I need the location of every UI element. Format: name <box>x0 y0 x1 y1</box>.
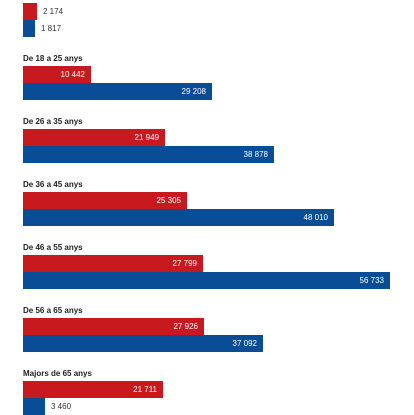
data-label: 1 817 <box>41 24 62 33</box>
bar-series-a: 21 949 <box>23 129 165 146</box>
bar-series-b: 1 817 <box>23 20 61 37</box>
data-label: 25 305 <box>156 196 181 205</box>
data-label: 48 010 <box>303 213 328 222</box>
group-label: De 56 a 65 anys <box>23 306 83 315</box>
bar-series-a: 10 442 <box>23 66 91 83</box>
data-label: 37 092 <box>232 339 257 348</box>
bar-series-b: 56 733 <box>23 272 390 289</box>
group-label: De 26 a 35 anys <box>23 117 83 126</box>
bar-series-a: 27 799 <box>23 255 203 272</box>
data-label: 56 733 <box>359 276 384 285</box>
bar-series-a: 27 926 <box>23 318 204 335</box>
data-label: 2 174 <box>43 7 64 16</box>
bar-series-a: 2 174 <box>23 3 63 20</box>
data-label: 21 949 <box>134 133 159 142</box>
bar-series-b: 3 460 <box>23 398 71 415</box>
bar-series-b: 29 208 <box>23 83 212 100</box>
data-label: 27 926 <box>173 322 198 331</box>
data-label: 29 208 <box>181 87 206 96</box>
data-label: 27 799 <box>172 259 197 268</box>
group-label: De 18 a 25 anys <box>23 54 83 63</box>
group-label: De 46 a 55 anys <box>23 243 83 252</box>
bar-series-a: 21 711 <box>23 381 163 398</box>
bar-series-b: 38 878 <box>23 146 274 163</box>
data-label: 10 442 <box>60 70 85 79</box>
bar-series-b: 37 092 <box>23 335 263 352</box>
group-label: Majors de 65 anys <box>23 369 92 378</box>
group-label: De 36 a 45 anys <box>23 180 83 189</box>
data-label: 3 460 <box>51 402 72 411</box>
data-label: 21 711 <box>133 385 157 394</box>
bar-series-a: 25 305 <box>23 192 187 209</box>
data-label: 38 878 <box>243 150 268 159</box>
bar-series-b: 48 010 <box>23 209 334 226</box>
